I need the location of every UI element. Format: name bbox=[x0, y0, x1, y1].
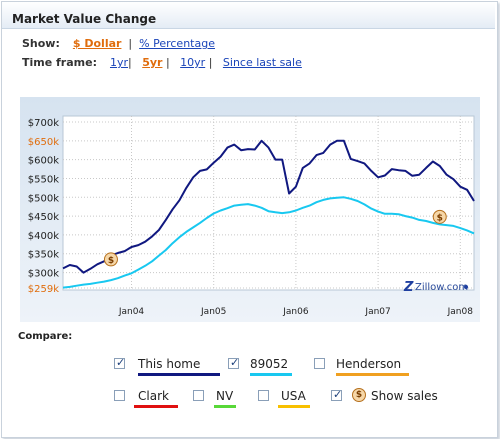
chart-series bbox=[62, 139, 475, 289]
compare-this-home-label: This home bbox=[138, 357, 201, 371]
x-tick-label: Jan04 bbox=[118, 307, 145, 317]
timeframe-label: Time frame: bbox=[22, 56, 97, 69]
x-tick-label: Jan07 bbox=[364, 307, 390, 317]
x-axis-ticks: Jan04 Jan05 Jan06 Jan07 Jan08 bbox=[118, 307, 473, 317]
x-tick-label: Jan08 bbox=[447, 307, 474, 317]
show-row: Show: $ Dollar | % Percentage bbox=[22, 37, 215, 50]
checkmark-icon: ✓ bbox=[116, 356, 126, 369]
x-tick-label: Jan06 bbox=[282, 307, 309, 317]
series-line bbox=[62, 139, 475, 274]
compare-nv-checkbox[interactable] bbox=[193, 390, 204, 401]
compare-clark-label: Clark bbox=[138, 389, 169, 403]
henderson-color-swatch bbox=[336, 373, 409, 376]
y-tick-label: $550k bbox=[28, 174, 59, 185]
timeframe-10yr-link[interactable]: 10yr bbox=[180, 56, 206, 69]
y-tick-label: $350k bbox=[28, 250, 59, 261]
dollar-sign: $ bbox=[108, 256, 114, 266]
compare-usa-label: USA bbox=[281, 389, 306, 403]
sale-marker: $ bbox=[432, 209, 447, 224]
timeframe-1yr-link[interactable]: 1yr bbox=[109, 56, 129, 69]
compare-henderson-checkbox[interactable] bbox=[314, 358, 325, 369]
market-value-chart: $700k $650k $600k $550k $500k $450k $400k $350k… bbox=[28, 115, 475, 317]
widget-title: Market Value Change bbox=[12, 12, 157, 26]
separator: | bbox=[205, 56, 220, 69]
y-axis-ticks: $700k $650k $600k $550k $500k $450k $400k $350k… bbox=[28, 118, 59, 295]
89052-color-swatch bbox=[250, 373, 292, 376]
separator: | bbox=[124, 37, 136, 50]
plot-area bbox=[62, 115, 475, 291]
y-tick-label: $650k bbox=[28, 137, 59, 148]
show-label: Show: bbox=[22, 37, 60, 50]
separator: | bbox=[162, 56, 177, 69]
zillow-logo-icon: Z bbox=[403, 280, 414, 295]
sale-marker: $ bbox=[103, 252, 118, 267]
show-dollar-link[interactable]: $ Dollar bbox=[72, 37, 122, 50]
separator: | bbox=[128, 56, 139, 69]
compare-89052-label: 89052 bbox=[250, 357, 289, 371]
x-tick-label: Jan05 bbox=[200, 307, 226, 317]
y-tick-label: $700k bbox=[28, 118, 59, 129]
dollar-sale-icon: $ bbox=[352, 388, 366, 402]
checkmark-icon: ✓ bbox=[230, 356, 240, 369]
chart-grid bbox=[62, 115, 475, 291]
series-line bbox=[62, 196, 475, 289]
compare-label: Compare: bbox=[18, 331, 73, 342]
dollar-sale-icon bbox=[432, 209, 447, 224]
compare-nv-label: NV bbox=[216, 389, 234, 403]
clark-color-swatch bbox=[134, 405, 178, 408]
zillow-watermark: Z Zillow.com bbox=[403, 280, 468, 295]
y-tick-label: $500k bbox=[28, 193, 59, 204]
this-home-color-swatch bbox=[138, 373, 220, 376]
show-sales-label: Show sales bbox=[371, 389, 438, 403]
y-tick-label: $300k bbox=[28, 269, 59, 280]
show-percentage-link[interactable]: % Percentage bbox=[139, 37, 215, 50]
y-tick-label: $400k bbox=[28, 231, 59, 242]
compare-henderson-label: Henderson bbox=[336, 357, 402, 371]
timeframe-since-last-sale-link[interactable]: Since last sale bbox=[222, 56, 302, 69]
y-tick-label: $259k bbox=[28, 284, 59, 295]
timeframe-row: Time frame: 1yr| 5yr | 10yr | Since last… bbox=[22, 56, 302, 69]
checkmark-icon: ✓ bbox=[333, 388, 343, 401]
usa-color-swatch bbox=[278, 405, 310, 408]
timeframe-5yr-link[interactable]: 5yr bbox=[142, 56, 163, 69]
dollar-sale-icon bbox=[103, 252, 118, 267]
compare-clark-checkbox[interactable] bbox=[114, 390, 125, 401]
nv-color-swatch bbox=[214, 405, 236, 408]
show-sales-checkbox[interactable]: ✓ bbox=[331, 388, 343, 401]
compare-this-home-checkbox[interactable]: ✓ bbox=[114, 356, 126, 369]
compare-89052-checkbox[interactable]: ✓ bbox=[228, 356, 240, 369]
sale-markers: $$ bbox=[103, 209, 447, 267]
compare-usa-checkbox[interactable] bbox=[258, 390, 269, 401]
watermark-dot-icon bbox=[464, 285, 468, 289]
dollar-sign: $ bbox=[437, 213, 443, 223]
y-tick-label: $450k bbox=[28, 212, 59, 223]
y-tick-label: $600k bbox=[28, 156, 59, 167]
widget-header bbox=[2, 2, 495, 29]
zillow-watermark-text: Zillow.com bbox=[415, 282, 468, 293]
